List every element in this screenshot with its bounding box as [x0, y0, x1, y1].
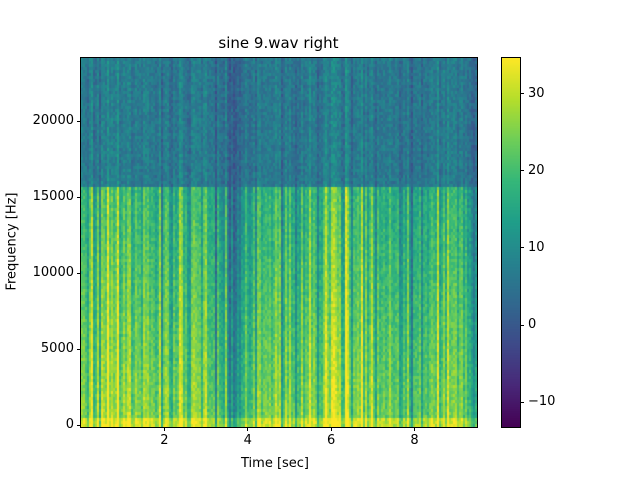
- y-tick-label: 15000: [32, 189, 74, 204]
- y-tick: [77, 424, 81, 426]
- colorbar: [502, 58, 520, 427]
- colorbar-frame: [501, 57, 521, 428]
- y-tick: [77, 196, 81, 198]
- spectrogram-heatmap: [81, 58, 477, 427]
- colorbar-tick: [520, 247, 524, 249]
- x-tick-label: 6: [326, 433, 336, 448]
- y-tick: [77, 120, 81, 122]
- chart-title: sine 9.wav right: [218, 34, 339, 52]
- y-tick-label: 0: [65, 417, 74, 433]
- colorbar-tick-label: −10: [528, 394, 556, 410]
- x-tick-label: 2: [160, 433, 169, 448]
- colorbar-tick: [520, 324, 524, 326]
- colorbar-tick-label: 30: [528, 85, 545, 101]
- y-tick-label: 20000: [32, 113, 74, 128]
- y-tick: [77, 272, 81, 274]
- x-tick-label: 4: [243, 433, 252, 448]
- plot-frame: [80, 57, 478, 428]
- y-axis-label: Frequency [Hz]: [4, 192, 20, 291]
- colorbar-tick-label: 0: [528, 317, 537, 333]
- y-tick-label: 5000: [40, 341, 74, 357]
- colorbar-tick: [520, 170, 524, 172]
- colorbar-tick-label: 20: [528, 162, 545, 178]
- x-tick: [163, 427, 165, 431]
- x-tick: [413, 427, 415, 431]
- colorbar-tick-label: 10: [528, 239, 545, 255]
- colorbar-tick: [520, 401, 524, 403]
- x-tick: [247, 427, 249, 431]
- x-tick-label: 8: [410, 433, 419, 448]
- y-tick-label: 10000: [32, 265, 74, 281]
- colorbar-tick: [520, 93, 524, 94]
- x-axis-label: Time [sec]: [241, 456, 310, 471]
- y-tick: [77, 348, 81, 350]
- x-tick: [330, 427, 332, 431]
